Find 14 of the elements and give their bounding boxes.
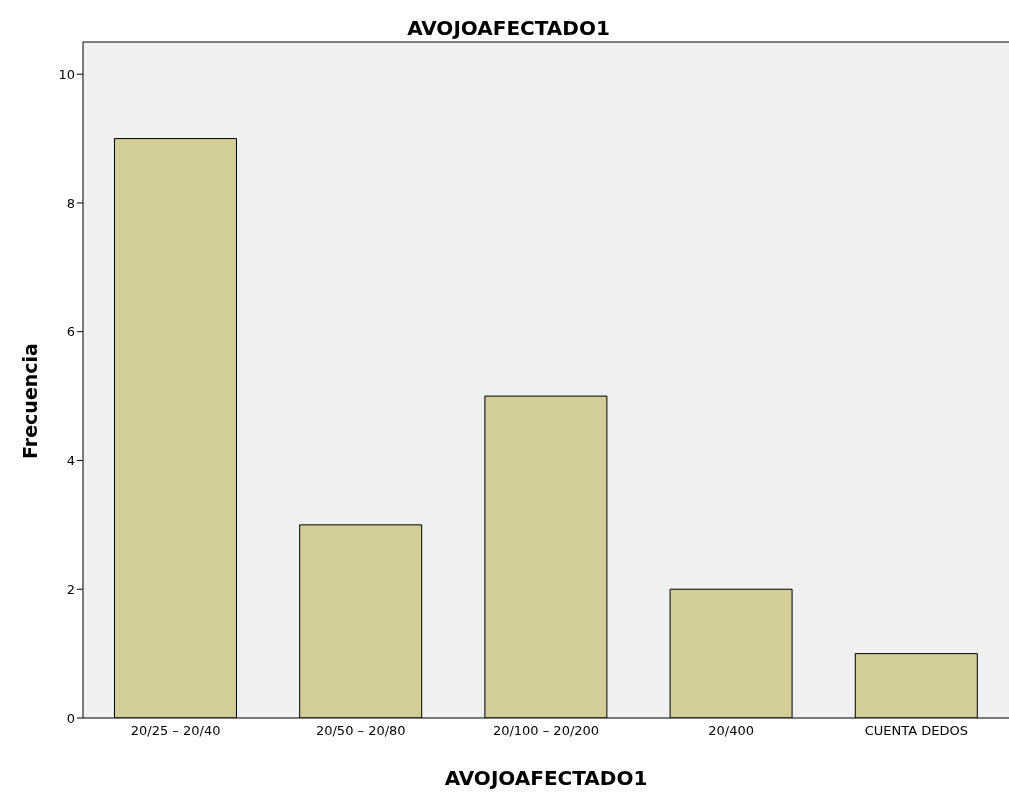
chart-title: AVOJOAFECTADO1 bbox=[406, 16, 611, 40]
y-tick-label: 2 bbox=[66, 581, 75, 597]
x-tick-label: 20/50 – 20/80 bbox=[315, 723, 406, 739]
y-tick-label: 8 bbox=[66, 195, 75, 211]
x-axis-title: AVOJOAFECTADO1 bbox=[443, 766, 649, 790]
y-tick-label: 0 bbox=[66, 710, 75, 726]
x-tick-label: 20/100 – 20/200 bbox=[492, 723, 600, 739]
x-tick-label: CUENTA DEDOS bbox=[864, 723, 969, 739]
x-tick-label: 20/25 – 20/40 bbox=[130, 723, 221, 739]
y-axis-title: Frecuencia bbox=[19, 342, 42, 459]
y-tick-label: 4 bbox=[66, 453, 75, 469]
x-tick-label: 20/400 bbox=[708, 723, 755, 739]
y-tick-label: 6 bbox=[66, 324, 75, 340]
y-tick-label: 10 bbox=[58, 66, 75, 82]
